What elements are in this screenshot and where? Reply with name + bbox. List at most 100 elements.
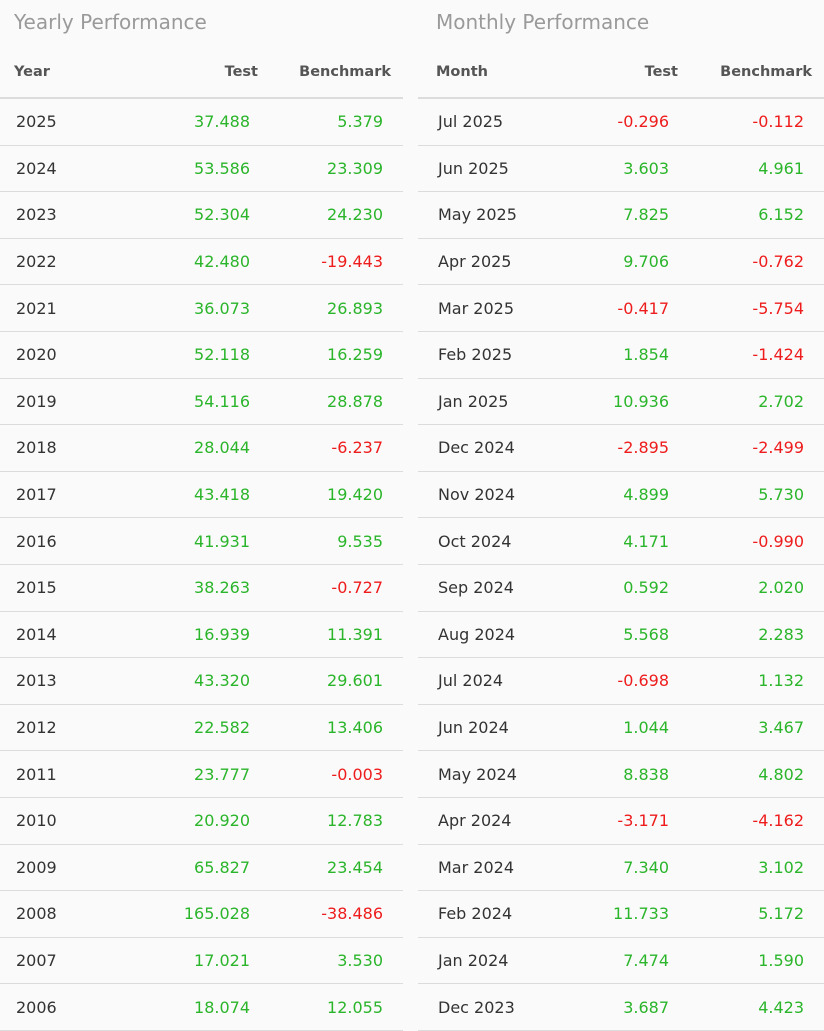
table-row: Oct 2024 4.171 -0.990 [418,517,824,565]
period-cell: Feb 2024 [418,890,548,938]
test-value-cell: -0.296 [548,98,678,146]
test-value-cell: 165.028 [130,890,258,938]
yearly-performance-title: Yearly Performance [14,10,207,34]
benchmark-value-cell: 2.702 [678,378,824,426]
benchmark-value-cell: -5.754 [678,284,824,332]
benchmark-value-cell: 3.467 [678,704,824,752]
table-row: May 2025 7.825 6.152 [418,191,824,239]
test-value-cell: 38.263 [130,564,258,612]
table-row: Apr 2025 9.706 -0.762 [418,238,824,286]
period-cell: May 2025 [418,191,548,239]
benchmark-value-cell: 3.530 [258,937,403,985]
table-row: 2013 43.320 29.601 [0,657,403,705]
table-row: Mar 2024 7.340 3.102 [418,844,824,892]
period-cell: 2006 [0,983,130,1031]
test-value-cell: 10.936 [548,378,678,426]
benchmark-value-cell: 3.102 [678,844,824,892]
table-row: 2018 28.044 -6.237 [0,424,403,472]
table-row: Nov 2024 4.899 5.730 [418,471,824,519]
benchmark-value-cell: 2.283 [678,611,824,659]
test-value-cell: 3.603 [548,145,678,193]
period-cell: Mar 2024 [418,844,548,892]
test-value-cell: 16.939 [130,611,258,659]
period-cell: Jul 2025 [418,98,548,146]
table-row: 2019 54.116 28.878 [0,378,403,426]
benchmark-value-cell: 12.055 [258,983,403,1031]
period-cell: Jun 2024 [418,704,548,752]
period-cell: 2022 [0,238,130,286]
table-row: 2025 37.488 5.379 [0,98,403,146]
period-cell: Mar 2025 [418,284,548,332]
period-cell: 2011 [0,750,130,798]
monthly-performance-table: Month Test Benchmark Jul 2025 -0.296 -0.11… [418,46,824,1031]
period-cell: 2007 [0,937,130,985]
table-row: 2024 53.586 23.309 [0,145,403,193]
period-cell: 2013 [0,657,130,705]
benchmark-value-cell: 4.423 [678,983,824,1031]
benchmark-value-cell: -0.727 [258,564,403,612]
test-value-cell: 7.340 [548,844,678,892]
table-row: Jul 2025 -0.296 -0.112 [418,98,824,146]
benchmark-value-cell: 9.535 [258,517,403,565]
table-row: Jan 2024 7.474 1.590 [418,937,824,985]
table-row: 2007 17.021 3.530 [0,937,403,985]
period-cell: Aug 2024 [418,611,548,659]
header-test[interactable]: Test [130,46,258,99]
period-cell: 2025 [0,98,130,146]
test-value-cell: -0.417 [548,284,678,332]
period-cell: 2014 [0,611,130,659]
yearly-performance-panel: Yearly Performance Year Test Benchmark 2… [0,0,403,1031]
table-row: 2010 20.920 12.783 [0,797,403,845]
test-value-cell: 52.304 [130,191,258,239]
period-cell: 2010 [0,797,130,845]
table-row: Feb 2025 1.854 -1.424 [418,331,824,379]
benchmark-value-cell: 16.259 [258,331,403,379]
test-value-cell: 54.116 [130,378,258,426]
benchmark-value-cell: 5.730 [678,471,824,519]
period-cell: 2012 [0,704,130,752]
test-value-cell: 53.586 [130,145,258,193]
test-value-cell: 7.825 [548,191,678,239]
test-value-cell: 41.931 [130,517,258,565]
period-cell: Oct 2024 [418,517,548,565]
period-cell: 2024 [0,145,130,193]
period-cell: Dec 2024 [418,424,548,472]
period-cell: Apr 2024 [418,797,548,845]
benchmark-value-cell: 28.878 [258,378,403,426]
table-row: Jun 2024 1.044 3.467 [418,704,824,752]
table-row: 2012 22.582 13.406 [0,704,403,752]
test-value-cell: 5.568 [548,611,678,659]
test-value-cell: 3.687 [548,983,678,1031]
test-value-cell: 43.320 [130,657,258,705]
table-row: 2023 52.304 24.230 [0,191,403,239]
period-cell: 2015 [0,564,130,612]
header-month[interactable]: Month [418,46,548,99]
table-row: 2008 165.028 -38.486 [0,890,403,938]
period-cell: Jan 2024 [418,937,548,985]
table-row: 2022 42.480 -19.443 [0,238,403,286]
test-value-cell: 22.582 [130,704,258,752]
benchmark-value-cell: -0.003 [258,750,403,798]
monthly-performance-title: Monthly Performance [436,10,650,34]
period-cell: 2016 [0,517,130,565]
benchmark-value-cell: 5.172 [678,890,824,938]
test-value-cell: 7.474 [548,937,678,985]
table-row: Apr 2024 -3.171 -4.162 [418,797,824,845]
test-value-cell: 20.920 [130,797,258,845]
benchmark-value-cell: -0.990 [678,517,824,565]
table-row: Mar 2025 -0.417 -5.754 [418,284,824,332]
benchmark-value-cell: -1.424 [678,331,824,379]
period-cell: Jun 2025 [418,145,548,193]
header-benchmark[interactable]: Benchmark [678,46,824,99]
period-cell: Jan 2025 [418,378,548,426]
header-benchmark[interactable]: Benchmark [258,46,403,99]
test-value-cell: 0.592 [548,564,678,612]
period-cell: 2019 [0,378,130,426]
table-row: 2016 41.931 9.535 [0,517,403,565]
period-cell: 2023 [0,191,130,239]
benchmark-value-cell: -4.162 [678,797,824,845]
test-value-cell: 17.021 [130,937,258,985]
test-value-cell: 1.044 [548,704,678,752]
header-test[interactable]: Test [548,46,678,99]
header-year[interactable]: Year [0,46,130,99]
